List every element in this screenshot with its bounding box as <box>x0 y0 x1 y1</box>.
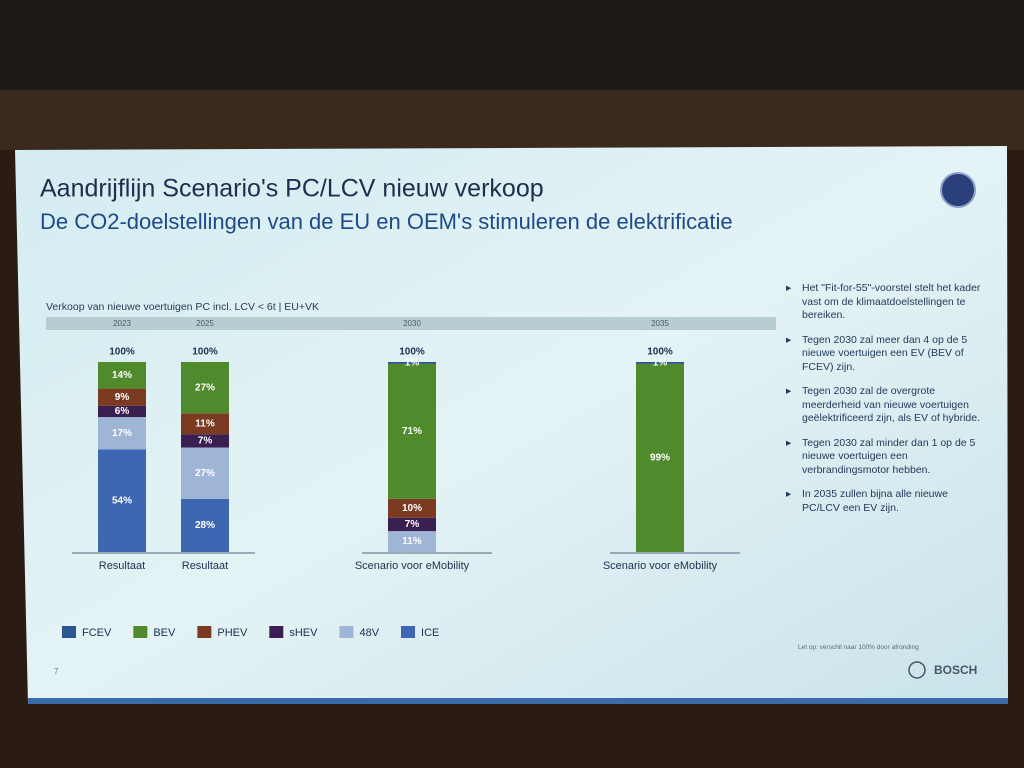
brand: BOSCH <box>934 663 977 677</box>
value-label: 10% <box>402 503 422 514</box>
legend-label: sHEV <box>289 627 318 639</box>
bar-segment <box>181 413 229 435</box>
value-label: 54% <box>112 495 132 506</box>
page-number: 7 <box>54 667 59 676</box>
bullet: In 2035 zullen bijna alle nieuwe PC/LCV … <box>786 488 982 515</box>
ceiling <box>0 0 1024 90</box>
bullet: Tegen 2030 zal minder dan 1 op de 5 nieu… <box>786 437 982 478</box>
year-label: 2025 <box>196 319 214 328</box>
bar-segment <box>388 362 436 364</box>
bar-segment <box>636 362 684 364</box>
legend-label: PHEV <box>217 627 248 639</box>
value-label: 17% <box>112 428 132 439</box>
value-label: 11% <box>195 418 215 429</box>
total-label: 100% <box>192 347 218 358</box>
legend-swatch <box>133 626 148 638</box>
year-label: 2030 <box>403 319 421 328</box>
legend-label: ICE <box>421 627 439 639</box>
legend-swatch <box>197 626 212 638</box>
value-label: 71% <box>402 426 422 437</box>
value-label: 7% <box>198 435 213 446</box>
wall <box>0 90 1024 150</box>
bar-segment <box>98 362 146 389</box>
value-label: 28% <box>195 520 215 531</box>
bullet: Het "Fit-for-55"-voorstel stelt het kade… <box>786 282 982 323</box>
bar-segment <box>98 388 146 406</box>
footnote: Let op: verschil naar 100% door afrondin… <box>798 644 919 651</box>
x-tick-label: Resultaat <box>182 560 228 572</box>
value-label: 27% <box>195 468 215 479</box>
legend-label: BEV <box>153 627 176 639</box>
bar-segment <box>388 531 436 552</box>
legend-label: FCEV <box>82 627 112 639</box>
title: Aandrijflijn Scenario's PC/LCV nieuw ver… <box>40 175 544 203</box>
bar-segment <box>181 447 229 499</box>
bar-segment <box>181 434 229 448</box>
legend-label: 48V <box>359 627 379 639</box>
bar-segment <box>98 417 146 450</box>
bar-segment <box>98 405 146 418</box>
total-label: 100% <box>109 347 135 358</box>
bullet: Tegen 2030 zal meer dan 4 op de 5 nieuwe… <box>786 334 982 375</box>
brand-logo <box>908 661 926 679</box>
total-label: 100% <box>647 347 673 358</box>
bullet-list: Het "Fit-for-55"-voorstel stelt het kade… <box>786 282 982 526</box>
x-tick-label: Resultaat <box>99 560 145 572</box>
legend-swatch <box>62 626 76 638</box>
x-tick-label: Scenario voor eMobility <box>603 560 718 572</box>
value-label: 99% <box>650 453 670 464</box>
bullet: Tegen 2030 zal de overgrote meerderheid … <box>786 385 982 426</box>
value-label: 9% <box>115 392 130 403</box>
year-label: 2023 <box>113 319 131 328</box>
logo-badge <box>940 172 976 208</box>
bar-segment <box>388 517 436 532</box>
x-tick-label: Scenario voor eMobility <box>355 560 470 572</box>
bar-segment <box>636 363 684 552</box>
value-label: 1% <box>653 358 668 369</box>
legend-swatch <box>269 626 284 638</box>
value-label: 14% <box>112 370 132 381</box>
bar-segment <box>388 498 436 518</box>
value-label: 11% <box>402 536 422 547</box>
value-label: 27% <box>195 382 215 393</box>
slide-background <box>15 146 1008 704</box>
subtitle: De CO2-doelstellingen van de EU en OEM's… <box>40 209 733 234</box>
year-strip <box>46 317 776 330</box>
bar-segment <box>181 498 229 552</box>
legend-swatch <box>401 626 416 638</box>
chart-title: Verkoop van nieuwe voertuigen PC incl. L… <box>46 301 319 313</box>
year-label: 2035 <box>651 319 669 328</box>
bar-segment <box>181 362 229 414</box>
bar-segment <box>98 449 146 552</box>
value-label: 1% <box>405 358 420 369</box>
bar-segment <box>388 363 436 499</box>
value-label: 7% <box>405 519 420 530</box>
value-label: 6% <box>115 406 130 417</box>
legend-swatch <box>339 626 354 638</box>
slide-footer-bar <box>28 698 1008 704</box>
total-label: 100% <box>399 347 425 358</box>
